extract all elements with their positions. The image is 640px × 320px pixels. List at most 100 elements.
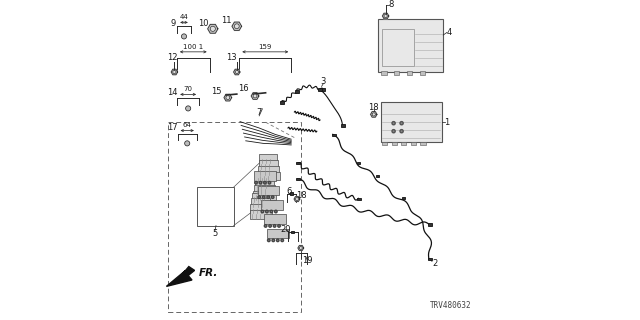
Circle shape: [267, 196, 269, 198]
Bar: [296, 178, 300, 180]
Bar: [255, 173, 273, 182]
Polygon shape: [298, 245, 304, 251]
Bar: [250, 210, 272, 219]
Circle shape: [255, 181, 257, 184]
Polygon shape: [294, 196, 300, 202]
Circle shape: [266, 210, 268, 213]
Bar: [321, 88, 325, 91]
Circle shape: [258, 196, 260, 198]
Bar: [357, 198, 361, 200]
Text: 6: 6: [286, 187, 291, 196]
Polygon shape: [207, 24, 218, 33]
Circle shape: [296, 197, 298, 200]
Bar: [291, 231, 294, 233]
Text: 70: 70: [184, 86, 193, 92]
Bar: [280, 101, 284, 104]
Text: 7: 7: [256, 108, 261, 117]
Circle shape: [226, 96, 230, 100]
Bar: [382, 142, 387, 145]
Bar: [253, 191, 276, 200]
Text: TRV480632: TRV480632: [429, 301, 471, 310]
Text: 19: 19: [303, 256, 313, 265]
Text: 4: 4: [446, 28, 452, 37]
Text: 3: 3: [321, 77, 326, 86]
Circle shape: [392, 130, 396, 133]
Bar: [255, 179, 274, 188]
Bar: [268, 229, 289, 238]
Bar: [381, 102, 442, 142]
Circle shape: [236, 70, 239, 74]
Circle shape: [271, 196, 274, 198]
Text: 11: 11: [221, 16, 232, 25]
Bar: [383, 29, 415, 66]
Bar: [357, 162, 360, 164]
Circle shape: [173, 70, 176, 74]
Bar: [401, 142, 406, 145]
Bar: [378, 19, 444, 72]
Bar: [394, 71, 399, 75]
Text: 1: 1: [444, 118, 449, 127]
Polygon shape: [383, 13, 388, 19]
Bar: [392, 142, 397, 145]
Circle shape: [184, 141, 189, 146]
Text: 20: 20: [280, 225, 291, 234]
Circle shape: [268, 239, 270, 242]
Circle shape: [300, 246, 302, 250]
Text: 15: 15: [211, 87, 221, 96]
Bar: [254, 185, 275, 194]
Polygon shape: [234, 69, 240, 75]
Circle shape: [182, 34, 187, 39]
Text: 17: 17: [168, 124, 178, 132]
Bar: [411, 142, 416, 145]
Bar: [168, 122, 301, 312]
Bar: [259, 160, 278, 169]
Polygon shape: [166, 267, 195, 286]
Bar: [295, 90, 299, 93]
Text: 9: 9: [170, 20, 175, 28]
Circle shape: [272, 239, 275, 242]
Text: 159: 159: [259, 44, 272, 50]
Circle shape: [234, 24, 239, 28]
Text: 14: 14: [168, 88, 178, 97]
Bar: [257, 172, 280, 180]
Bar: [251, 198, 270, 207]
Bar: [258, 186, 280, 195]
Bar: [428, 258, 431, 260]
Text: 64: 64: [183, 122, 191, 128]
Circle shape: [264, 225, 267, 227]
Text: 2: 2: [432, 259, 437, 268]
Text: FR.: FR.: [198, 268, 218, 278]
Circle shape: [262, 196, 265, 198]
Circle shape: [261, 210, 264, 213]
Polygon shape: [232, 22, 242, 30]
Bar: [381, 71, 387, 75]
Polygon shape: [224, 94, 232, 101]
Circle shape: [210, 26, 215, 31]
Circle shape: [281, 239, 284, 242]
Bar: [420, 71, 425, 75]
Circle shape: [275, 210, 277, 213]
Circle shape: [384, 14, 387, 18]
Bar: [402, 197, 405, 199]
Bar: [420, 142, 426, 145]
Circle shape: [268, 181, 271, 184]
Circle shape: [372, 113, 376, 116]
Bar: [296, 162, 300, 164]
Circle shape: [400, 122, 403, 125]
Circle shape: [259, 181, 262, 184]
Bar: [318, 88, 322, 91]
Text: 13: 13: [226, 53, 236, 62]
Polygon shape: [371, 112, 377, 117]
Polygon shape: [251, 93, 259, 99]
Bar: [333, 134, 337, 136]
Circle shape: [269, 225, 271, 227]
Circle shape: [400, 130, 403, 133]
Bar: [428, 223, 431, 226]
Circle shape: [278, 225, 280, 227]
Text: 18: 18: [369, 103, 379, 112]
Bar: [258, 166, 279, 175]
Circle shape: [273, 225, 276, 227]
Text: 100 1: 100 1: [183, 44, 204, 50]
Circle shape: [264, 181, 266, 184]
Polygon shape: [172, 69, 178, 75]
